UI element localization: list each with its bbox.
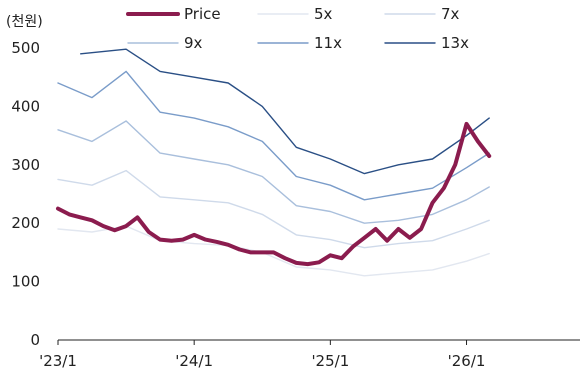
x-tick-label: '26/1 xyxy=(448,352,486,370)
unit-label: (천원) xyxy=(6,14,43,30)
x-tick-label: '25/1 xyxy=(311,352,349,370)
legend-label: 5x xyxy=(314,5,333,23)
y-tick-label: 300 xyxy=(11,156,40,174)
series-line-7x xyxy=(57,169,490,249)
x-tick-label: '23/1 xyxy=(39,352,77,370)
series-line-price xyxy=(56,121,492,267)
legend-label: 11x xyxy=(314,34,342,52)
y-tick-label: 400 xyxy=(11,97,40,115)
y-tick-label: 200 xyxy=(11,214,40,232)
y-tick-label: 500 xyxy=(11,39,40,57)
legend-label: 7x xyxy=(441,5,460,23)
series-line-5x xyxy=(57,225,490,277)
y-axis-tick-labels: 0 100 200 300 400 500 xyxy=(11,39,40,349)
legend-label: Price xyxy=(184,5,221,23)
series-line-13x xyxy=(79,48,490,175)
legend-label: 9x xyxy=(184,34,203,52)
plot-area xyxy=(56,48,492,277)
series-line-11x xyxy=(57,70,490,201)
y-tick-label: 0 xyxy=(30,331,40,349)
y-tick-label: 100 xyxy=(11,273,40,291)
legend-label: 13x xyxy=(441,34,469,52)
legend: Price 5x 7x 9x 11x 13x xyxy=(126,5,469,52)
x-tick-label: '24/1 xyxy=(175,352,213,370)
x-axis-tick-labels: '23/1 '24/1 '25/1 '26/1 xyxy=(39,340,485,370)
